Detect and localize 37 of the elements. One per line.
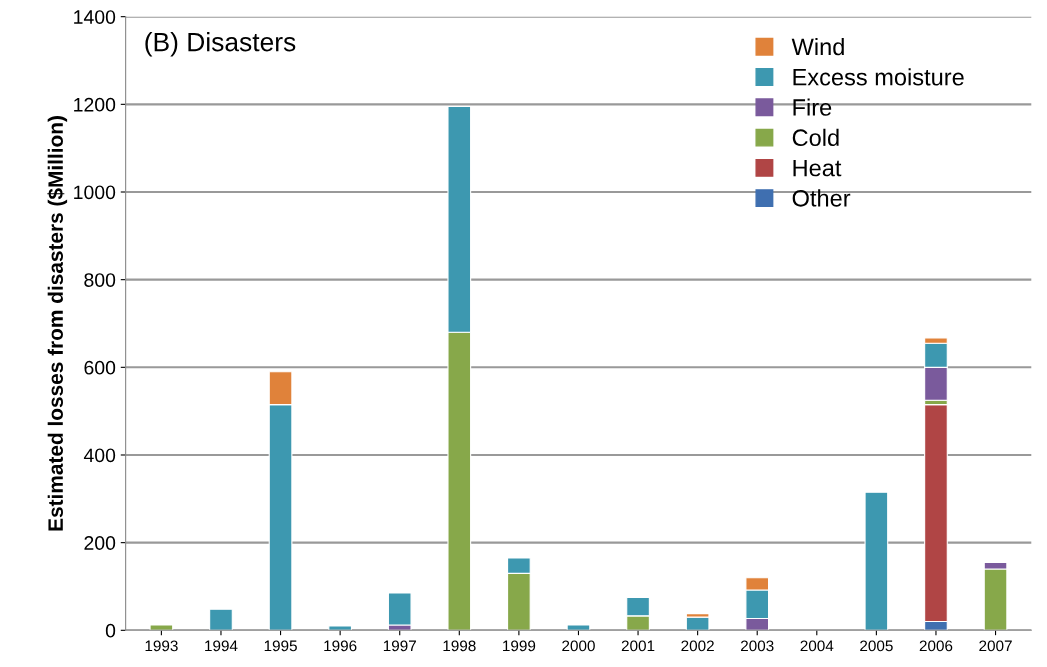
bar (328, 625, 353, 631)
text: (B) Disasters (145, 32, 296, 57)
bar (209, 608, 233, 631)
x-tick-label: 1994 (205, 640, 238, 652)
y-tick-label: 400 (83, 448, 116, 463)
bar (149, 624, 174, 631)
x-tick-label: 1999 (503, 640, 536, 652)
y-axis-title: Estimated losses from disasters ($Million) (47, 116, 68, 531)
x-tick-label: 1998 (443, 640, 476, 652)
x-tick-label: 2007 (979, 640, 1012, 652)
x-tick-label: 1996 (324, 640, 357, 652)
legend-label: Heat (793, 159, 842, 177)
y-tick-label: 1200 (74, 97, 116, 112)
bar (864, 491, 889, 631)
x-tick-label: 2006 (919, 640, 953, 652)
x-tick-label: 2001 (621, 640, 655, 652)
x-tick-label: 2004 (800, 640, 834, 652)
y-tick-label: 800 (84, 273, 116, 287)
legend-label: Cold (792, 128, 839, 147)
x-tick-label: 2003 (740, 640, 774, 652)
legend-label: Other (792, 189, 851, 207)
legend-label: Fire (793, 98, 832, 116)
x-tick-label: 1993 (145, 640, 178, 652)
y-tick-label: 0 (105, 623, 116, 638)
y-tick-label: 1000 (74, 185, 116, 200)
x-tick-label: 1997 (383, 640, 416, 652)
legend-label: Excess moisture (793, 68, 964, 86)
y-tick-label: 600 (84, 360, 116, 375)
x-tick-label: 1995 (264, 640, 297, 652)
y-tick-label: 200 (84, 536, 116, 550)
y-tick-label: 1400 (74, 10, 116, 24)
x-tick-label: 2005 (860, 640, 893, 652)
x-tick-label: 2002 (681, 640, 714, 652)
x-tick-label: 2000 (562, 640, 595, 652)
legend-label: Wind (791, 37, 844, 56)
bar (387, 592, 412, 626)
bar (566, 624, 591, 631)
